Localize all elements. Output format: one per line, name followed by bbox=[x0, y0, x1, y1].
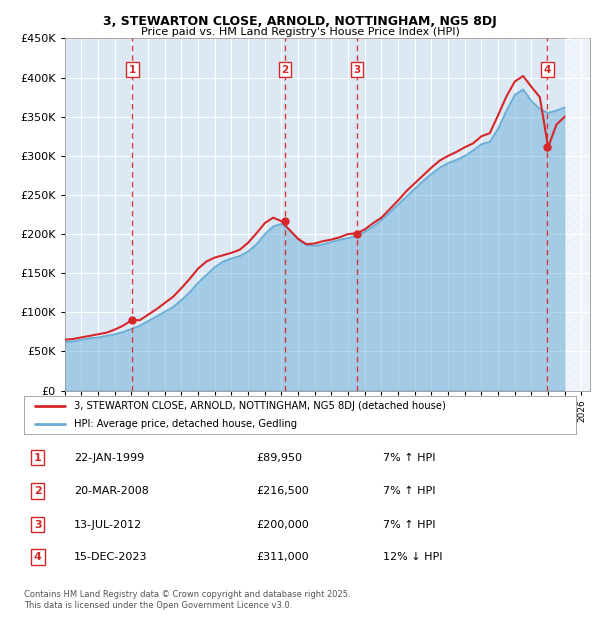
Text: £216,500: £216,500 bbox=[256, 486, 308, 496]
Text: 22-JAN-1999: 22-JAN-1999 bbox=[74, 453, 144, 463]
Text: £89,950: £89,950 bbox=[256, 453, 302, 463]
Text: 4: 4 bbox=[34, 552, 42, 562]
Text: 7% ↑ HPI: 7% ↑ HPI bbox=[383, 520, 436, 529]
Text: 3: 3 bbox=[34, 520, 41, 529]
Text: 15-DEC-2023: 15-DEC-2023 bbox=[74, 552, 147, 562]
Text: 1: 1 bbox=[128, 64, 136, 75]
Text: Contains HM Land Registry data © Crown copyright and database right 2025.: Contains HM Land Registry data © Crown c… bbox=[24, 590, 350, 600]
Text: 2: 2 bbox=[281, 64, 289, 75]
Text: £311,000: £311,000 bbox=[256, 552, 308, 562]
Text: 7% ↑ HPI: 7% ↑ HPI bbox=[383, 453, 436, 463]
Text: 3: 3 bbox=[353, 64, 361, 75]
Text: 3, STEWARTON CLOSE, ARNOLD, NOTTINGHAM, NG5 8DJ (detached house): 3, STEWARTON CLOSE, ARNOLD, NOTTINGHAM, … bbox=[74, 401, 446, 411]
Text: Price paid vs. HM Land Registry's House Price Index (HPI): Price paid vs. HM Land Registry's House … bbox=[140, 27, 460, 37]
Text: 3, STEWARTON CLOSE, ARNOLD, NOTTINGHAM, NG5 8DJ: 3, STEWARTON CLOSE, ARNOLD, NOTTINGHAM, … bbox=[103, 16, 497, 29]
Text: 12% ↓ HPI: 12% ↓ HPI bbox=[383, 552, 442, 562]
Text: 13-JUL-2012: 13-JUL-2012 bbox=[74, 520, 142, 529]
Text: This data is licensed under the Open Government Licence v3.0.: This data is licensed under the Open Gov… bbox=[24, 601, 292, 611]
Text: £200,000: £200,000 bbox=[256, 520, 308, 529]
Text: 20-MAR-2008: 20-MAR-2008 bbox=[74, 486, 149, 496]
Text: 4: 4 bbox=[544, 64, 551, 75]
Text: 1: 1 bbox=[34, 453, 41, 463]
Text: HPI: Average price, detached house, Gedling: HPI: Average price, detached house, Gedl… bbox=[74, 419, 297, 430]
Text: 7% ↑ HPI: 7% ↑ HPI bbox=[383, 486, 436, 496]
Text: 2: 2 bbox=[34, 486, 41, 496]
